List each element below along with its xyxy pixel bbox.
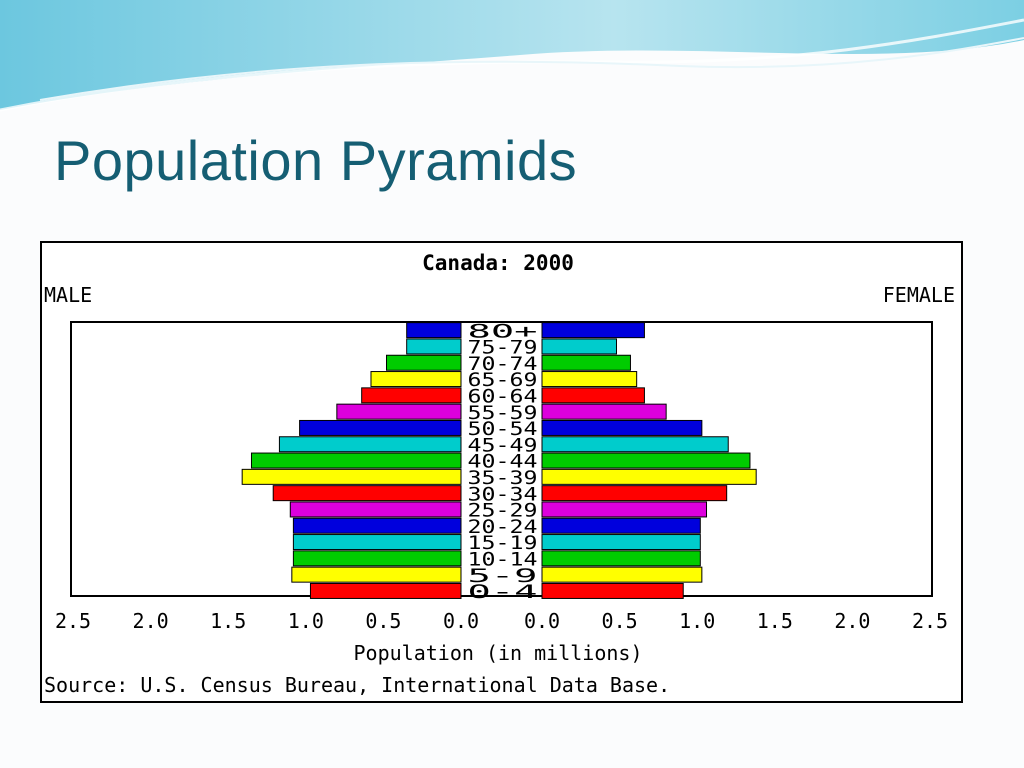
age-label-45-49: 45-49 [468,434,538,456]
female-bar-15-19 [541,534,701,551]
female-bar-70-74 [541,354,631,371]
male-bar-75-79 [406,338,462,355]
female-label: FEMALE [883,283,955,307]
male-bar-20-24 [292,517,462,534]
female-tick-0.5: 0.5 [602,609,638,633]
female-bar-40-44 [541,452,751,469]
male-label: MALE [44,283,92,307]
female-tick-1.0: 1.0 [679,609,715,633]
female-bar-20-24 [541,517,701,534]
age-label-50-54: 50-54 [468,418,538,440]
male-bar-35-39 [241,468,462,485]
slide-title: Population Pyramids [54,129,578,192]
male-bar-15-19 [292,534,462,551]
age-label-55-59: 55-59 [468,402,538,424]
age-label-10-14: 10-14 [468,549,538,571]
bars-group [241,322,757,599]
female-bar-30-34 [541,485,728,502]
female-bar-50-54 [541,419,703,436]
male-bar-0-4 [309,582,462,599]
female-bar-10-14 [541,550,701,567]
age-label-20-24: 20-24 [468,516,538,538]
male-tick-2.5: 2.5 [55,609,91,633]
female-bar-45-49 [541,436,729,453]
age-label-15-19: 15-19 [468,532,538,554]
female-tick-2.5: 2.5 [912,609,948,633]
female-bar-80+ [541,322,645,339]
male-tick-0.0: 0.0 [443,609,479,633]
male-bar-70-74 [386,354,462,371]
male-bar-55-59 [336,403,462,420]
age-label-75-79: 75-79 [468,337,538,359]
female-bar-55-59 [541,403,667,420]
female-bar-25-29 [541,501,708,518]
male-tick-1.5: 1.5 [210,609,246,633]
age-label-0-4: 0-4 [468,581,538,603]
age-label-60-64: 60-64 [468,386,538,408]
age-label-70-74: 70-74 [468,353,538,375]
male-bar-10-14 [292,550,462,567]
male-bar-5-9 [291,566,462,583]
age-label-65-69: 65-69 [468,369,538,391]
chart-frame [40,241,963,703]
female-bar-65-69 [541,371,638,388]
age-labels-group: 80+75-7970-7465-6960-6455-5950-5445-4940… [468,320,538,603]
age-label-25-29: 25-29 [468,500,538,522]
female-bar-75-79 [541,338,617,355]
age-label-30-34: 30-34 [468,483,538,505]
male-bar-80+ [406,322,462,339]
tick-labels-group: 2.5 2.0 1.5 1.0 0.5 0.0 0.0 0.5 1.0 1.5 2.0 2.5 [55,609,948,633]
x-axis-label: Population (in millions) [354,641,643,665]
male-bar-45-49 [278,436,462,453]
header-wave-decoration [0,0,1024,112]
male-bar-65-69 [370,371,462,388]
male-tick-2.0: 2.0 [133,609,169,633]
age-label-40-44: 40-44 [468,451,538,473]
female-tick-2.0: 2.0 [834,609,870,633]
age-label-35-39: 35-39 [468,467,538,489]
male-bar-30-34 [272,485,462,502]
female-bar-35-39 [541,468,757,485]
female-bar-5-9 [541,566,703,583]
plot-area [70,321,933,597]
male-tick-1.0: 1.0 [288,609,324,633]
male-bar-25-29 [289,501,462,518]
female-bar-60-64 [541,387,645,404]
source-note: Source: U.S. Census Bureau, Internationa… [44,673,670,697]
chart-title: Canada: 2000 [422,251,574,275]
male-bar-40-44 [250,452,462,469]
age-label-80+: 80+ [468,320,538,342]
age-label-5-9: 5-9 [468,565,538,587]
female-bar-0-4 [541,582,684,599]
female-tick-0.0: 0.0 [524,609,560,633]
male-bar-50-54 [299,419,462,436]
male-tick-0.5: 0.5 [365,609,401,633]
male-bar-60-64 [361,387,462,404]
female-tick-1.5: 1.5 [757,609,793,633]
